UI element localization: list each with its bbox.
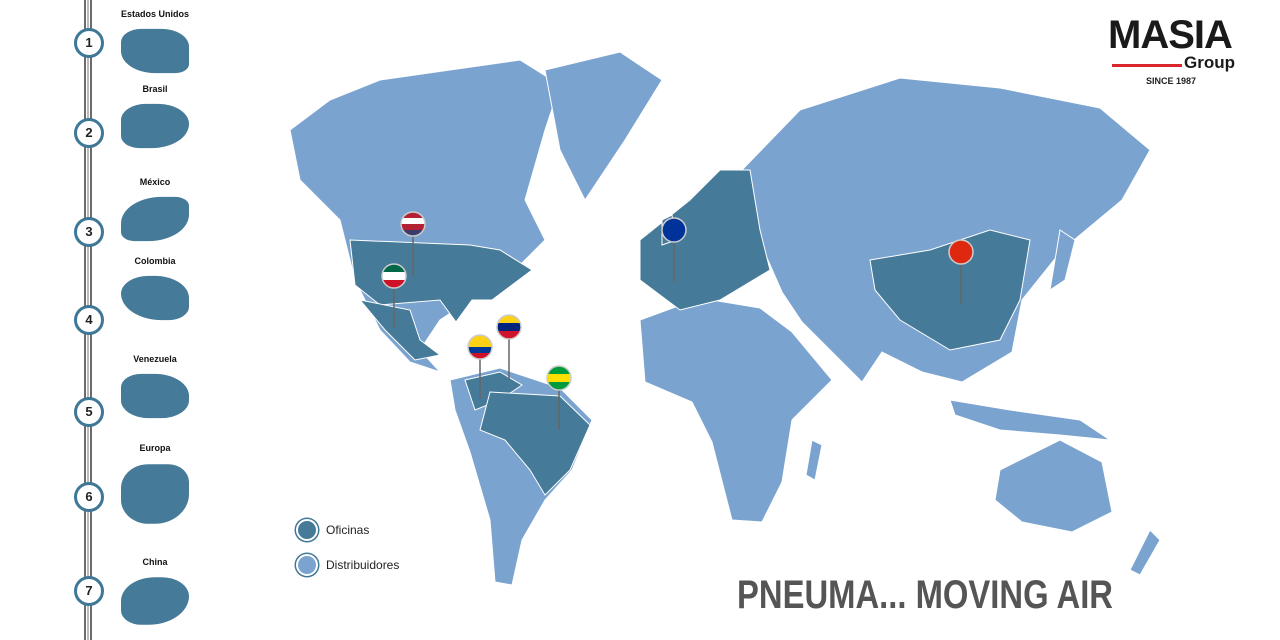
mexico-region [358, 299, 442, 361]
eu-flag-icon [661, 217, 687, 243]
australia [994, 439, 1113, 533]
timeline-step-2: 2 [74, 118, 104, 148]
timeline-step-4: 4 [74, 305, 104, 335]
timeline-label: China [142, 557, 168, 567]
legend-offices-label: Oficinas [326, 523, 370, 537]
mini-map-2 [121, 103, 189, 149]
legend-distributors: Distribuidores [296, 554, 399, 576]
mini-map-1 [121, 28, 189, 74]
europe-region [639, 169, 771, 311]
brazil-region [479, 391, 591, 496]
asia [739, 77, 1151, 383]
madagascar [805, 439, 823, 481]
masia-logo: MASIA Group SINCE 1987 [1108, 13, 1248, 88]
logo-since: SINCE 1987 [1146, 76, 1197, 86]
timeline-label: México [139, 177, 171, 187]
indonesia [949, 399, 1111, 441]
distributors-swatch-icon [296, 554, 318, 576]
china-flag-icon [948, 239, 974, 265]
offices-swatch-icon [296, 519, 318, 541]
timeline-step-1: 1 [74, 28, 104, 58]
timeline-label: Colombia [134, 256, 176, 266]
logo-red-bar [1112, 64, 1182, 67]
greenland [544, 51, 663, 201]
legend-offices: Oficinas [296, 519, 369, 541]
japan [1049, 229, 1076, 292]
logo-sub: Group [1184, 53, 1235, 72]
timeline-label: Brasil [142, 84, 168, 94]
timeline-label: Estados Unidos [120, 9, 189, 19]
brazil-flag-icon [546, 365, 572, 391]
timeline-step-3: 3 [74, 217, 104, 247]
logo-name: MASIA [1108, 13, 1233, 57]
mini-map-6 [121, 464, 189, 524]
colombia-flag-icon [467, 334, 493, 360]
timeline-step-5: 5 [74, 397, 104, 427]
timeline-step-6: 6 [74, 482, 104, 512]
timeline-label: Venezuela [133, 354, 177, 364]
mexico-flag-icon [381, 263, 407, 289]
new-zealand [1129, 529, 1161, 576]
timeline-step-7: 7 [74, 576, 104, 606]
timeline-label: Europa [139, 443, 171, 453]
venezuela-flag-icon [496, 314, 522, 340]
legend-distributors-label: Distribuidores [326, 558, 400, 572]
mini-map-5 [121, 373, 189, 419]
usa-region [349, 239, 533, 323]
usa-flag-icon [400, 211, 426, 237]
tagline: PNEUMA... MOVING AIR [737, 573, 1114, 617]
africa [639, 297, 833, 523]
